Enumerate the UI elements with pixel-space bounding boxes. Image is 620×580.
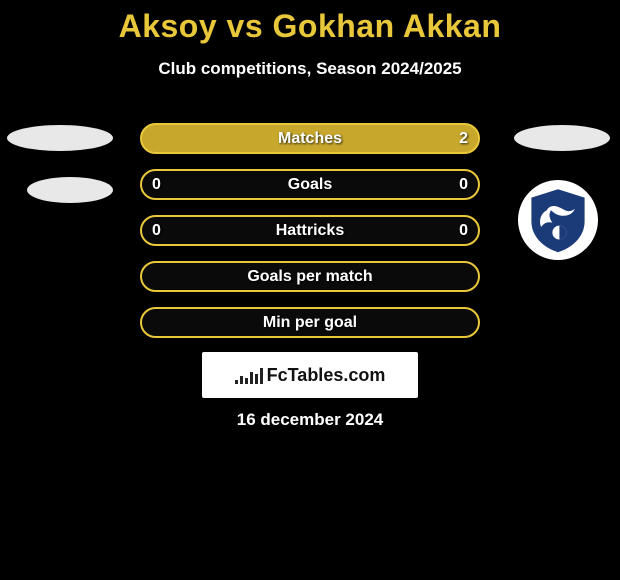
stat-left-value: 0	[152, 176, 161, 194]
fctables-watermark: FcTables.com	[202, 352, 418, 398]
player-right-avatar-1	[514, 125, 610, 151]
page-title: Aksoy vs Gokhan Akkan	[0, 0, 620, 45]
stat-right-value: 2	[459, 130, 468, 148]
bar-chart-icon	[235, 366, 263, 384]
club-logo-right	[518, 180, 598, 260]
stat-right-value: 0	[459, 222, 468, 240]
stat-label: Goals per match	[247, 268, 372, 286]
player-left-avatar-2	[27, 177, 113, 203]
stat-label: Goals	[288, 176, 332, 194]
stat-row-min-per-goal: Min per goal	[140, 307, 480, 338]
stat-row-matches: Matches 2	[140, 123, 480, 154]
stat-row-goals-per-match: Goals per match	[140, 261, 480, 292]
stat-label: Min per goal	[263, 314, 357, 332]
stat-row-goals: 0 Goals 0	[140, 169, 480, 200]
player-left-avatar-1	[7, 125, 113, 151]
stat-left-value: 0	[152, 222, 161, 240]
fctables-label: FcTables.com	[267, 365, 386, 386]
stats-rows: Matches 2 0 Goals 0 0 Hattricks 0 Goals …	[140, 123, 480, 353]
page-subtitle: Club competitions, Season 2024/2025	[0, 59, 620, 79]
generated-date: 16 december 2024	[0, 410, 620, 430]
shield-eagle-icon	[523, 185, 593, 255]
stat-row-hattricks: 0 Hattricks 0	[140, 215, 480, 246]
stat-label: Hattricks	[276, 222, 344, 240]
stat-right-value: 0	[459, 176, 468, 194]
stat-label: Matches	[278, 130, 342, 148]
